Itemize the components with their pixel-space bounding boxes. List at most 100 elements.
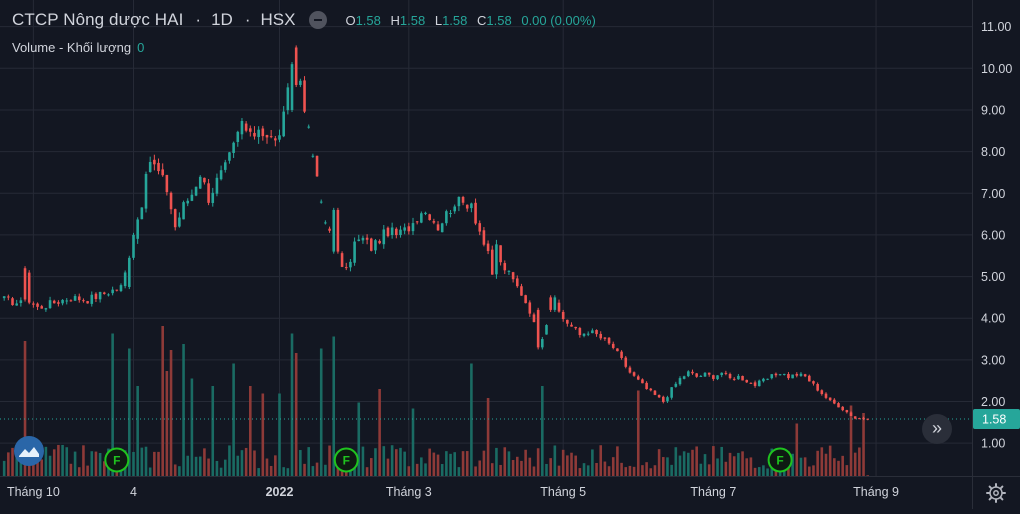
volume-bar [478, 460, 482, 476]
volume-bar [399, 447, 402, 476]
volume-bar [582, 463, 586, 476]
candle-body [186, 200, 190, 204]
candle-body [570, 324, 573, 327]
volume-bar [624, 467, 628, 476]
volume-bar [382, 446, 386, 476]
candle-body [299, 80, 302, 85]
volume-bar [328, 445, 331, 476]
open-value: 1.58 [355, 12, 381, 28]
candle-body [328, 228, 331, 231]
candle-body [294, 47, 298, 85]
candle-body [749, 382, 753, 384]
candle-body [190, 194, 194, 201]
volume-bar [211, 386, 215, 476]
volume-bar [712, 446, 715, 476]
volume-bar [595, 462, 598, 476]
candle-body [215, 177, 219, 194]
brand-logo-icon[interactable] [14, 436, 44, 466]
volume-bar [369, 458, 373, 476]
volume-bar [86, 465, 89, 476]
candle-body [94, 293, 98, 299]
volume-bar [741, 451, 744, 476]
candle-body [795, 373, 799, 376]
candle-body [536, 309, 540, 348]
candle-body [282, 111, 285, 137]
volume-bar [695, 446, 698, 476]
candle-body [712, 375, 715, 379]
gear-icon[interactable] [985, 482, 1007, 504]
volume-label[interactable]: Volume - Khối lượng [12, 40, 132, 55]
candle-body [432, 221, 436, 223]
volume-bar [15, 456, 18, 476]
candle-body [787, 374, 790, 379]
candle-body [862, 417, 865, 419]
volume-bar [207, 458, 210, 476]
candle-body [645, 382, 648, 390]
candle-body [449, 212, 452, 214]
volume-bar [194, 456, 198, 476]
candle-body [228, 152, 231, 161]
volume-bar [265, 458, 269, 476]
candle-body [703, 372, 707, 377]
time-tick-label: Tháng 9 [853, 485, 899, 499]
volume-bar [428, 448, 431, 476]
volume-bar [132, 451, 135, 476]
last-price-label: 1.58 [982, 413, 1006, 427]
time-tick-label: Tháng 3 [386, 485, 432, 499]
candle-body [682, 376, 686, 379]
volume-bar [691, 449, 694, 476]
volume-bar [153, 451, 156, 476]
volume-bar [549, 458, 552, 476]
candle-body [161, 169, 164, 176]
volume-bar [541, 386, 544, 476]
candle-body [411, 223, 415, 232]
candle-body [86, 301, 89, 304]
candle-body [144, 173, 148, 209]
volume-bar [52, 449, 56, 476]
volume-bar [190, 378, 194, 476]
volume-bar [61, 444, 64, 476]
volume-bar [411, 408, 415, 476]
exchange-label: HSX [260, 10, 296, 29]
candle-body [40, 306, 44, 309]
candle-body [820, 390, 824, 395]
price-tick-label: 4.00 [981, 312, 1005, 326]
price-tick-label: 5.00 [981, 270, 1005, 284]
volume-bar [474, 466, 477, 476]
volume-bar [82, 445, 85, 476]
symbol-title[interactable]: CTCP Nông dược HAI [12, 10, 184, 29]
volume-bar [707, 464, 711, 476]
volume-bar [641, 465, 644, 476]
volume-bar [566, 455, 569, 476]
volume-bar [307, 447, 310, 476]
candle-body [32, 303, 35, 305]
earnings-label: F [776, 454, 783, 468]
volume-bar [657, 449, 661, 476]
candle-body [812, 381, 815, 384]
candle-body [319, 201, 323, 203]
candle-body [269, 136, 273, 138]
volume-bar [77, 467, 81, 476]
open-key: O [345, 12, 356, 28]
candle-body [845, 410, 849, 413]
volume-bar [48, 455, 52, 476]
volume-bar [253, 450, 256, 476]
time-tick-label: Tháng 10 [7, 485, 60, 499]
candle-body [766, 378, 769, 380]
candle-body [465, 204, 469, 209]
candle-body [607, 337, 611, 344]
earnings-f-icon [333, 447, 359, 473]
candle-body [574, 326, 577, 329]
candle-body [169, 192, 173, 210]
volume-bar [603, 461, 607, 476]
volume-bar [482, 450, 486, 476]
double-chevron-right-icon[interactable]: » [922, 414, 952, 444]
volume-bar [728, 452, 732, 476]
minus-circle-icon[interactable] [309, 11, 328, 29]
candle-body [257, 129, 260, 138]
interval-label[interactable]: 1D [211, 10, 233, 29]
volume-bar [2, 460, 6, 476]
candle-body [244, 123, 248, 131]
